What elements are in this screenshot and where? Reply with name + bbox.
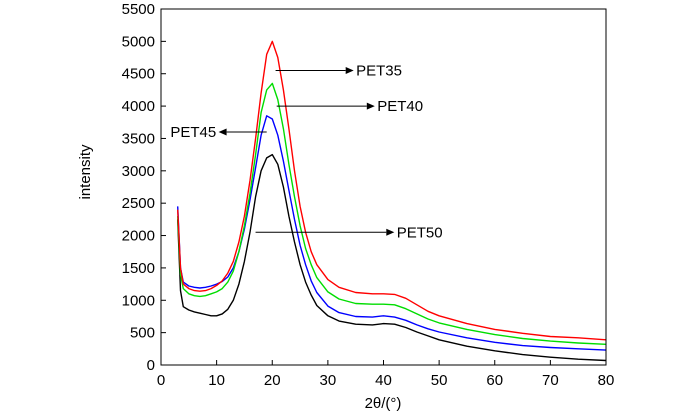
x-tick-label: 10	[208, 372, 225, 389]
annotation-label-pet40: PET40	[377, 98, 423, 115]
y-tick-label: 2500	[122, 195, 155, 212]
x-tick-label: 70	[542, 372, 559, 389]
x-tick-label: 80	[598, 372, 615, 389]
y-axis-title: intensity	[77, 144, 94, 200]
y-tick-label: 3000	[122, 163, 155, 180]
y-tick-label: 3500	[122, 130, 155, 147]
series-line-pet35	[177, 40, 607, 341]
y-tick-label: 5500	[122, 1, 155, 18]
series-line-pet40	[177, 82, 607, 345]
series-line-pet45	[177, 115, 607, 351]
ticks-layer: 0 10 20 30 40 50 60 70 80 0 500 1000 1500 2000 2500 300…	[122, 1, 615, 389]
y-tick-label: 4000	[122, 98, 155, 115]
y-tick-label: 5000	[122, 33, 155, 50]
y-tick-label: 2000	[122, 228, 155, 245]
x-tick-label: 50	[431, 372, 448, 389]
series-line-pet50	[177, 153, 607, 362]
y-tick-label: 1500	[122, 260, 155, 277]
annotation-arrowhead	[345, 67, 354, 74]
x-tick-label: 20	[264, 372, 281, 389]
x-axis-title: 2θ/(°)	[365, 395, 402, 412]
annotation-label-pet45: PET45	[170, 124, 216, 141]
y-tick-label: 4500	[122, 66, 155, 83]
x-tick-label: 0	[157, 372, 165, 389]
x-tick-label: 40	[375, 372, 392, 389]
annotation-arrowhead	[366, 102, 375, 110]
x-tick-label: 60	[486, 372, 503, 389]
series-layer	[177, 40, 607, 362]
annotation-label-pet50: PET50	[397, 224, 443, 241]
x-tick-label: 30	[320, 372, 337, 389]
annotations-layer: PET35 PET40 PET45 PET50	[170, 62, 442, 241]
y-tick-label: 0	[147, 357, 155, 374]
annotation-label-pet35: PET35	[356, 62, 402, 79]
annotation-arrowhead	[386, 228, 395, 236]
annotation-arrowhead	[218, 128, 227, 136]
y-tick-label: 1000	[122, 292, 155, 309]
y-tick-label: 500	[130, 325, 155, 342]
